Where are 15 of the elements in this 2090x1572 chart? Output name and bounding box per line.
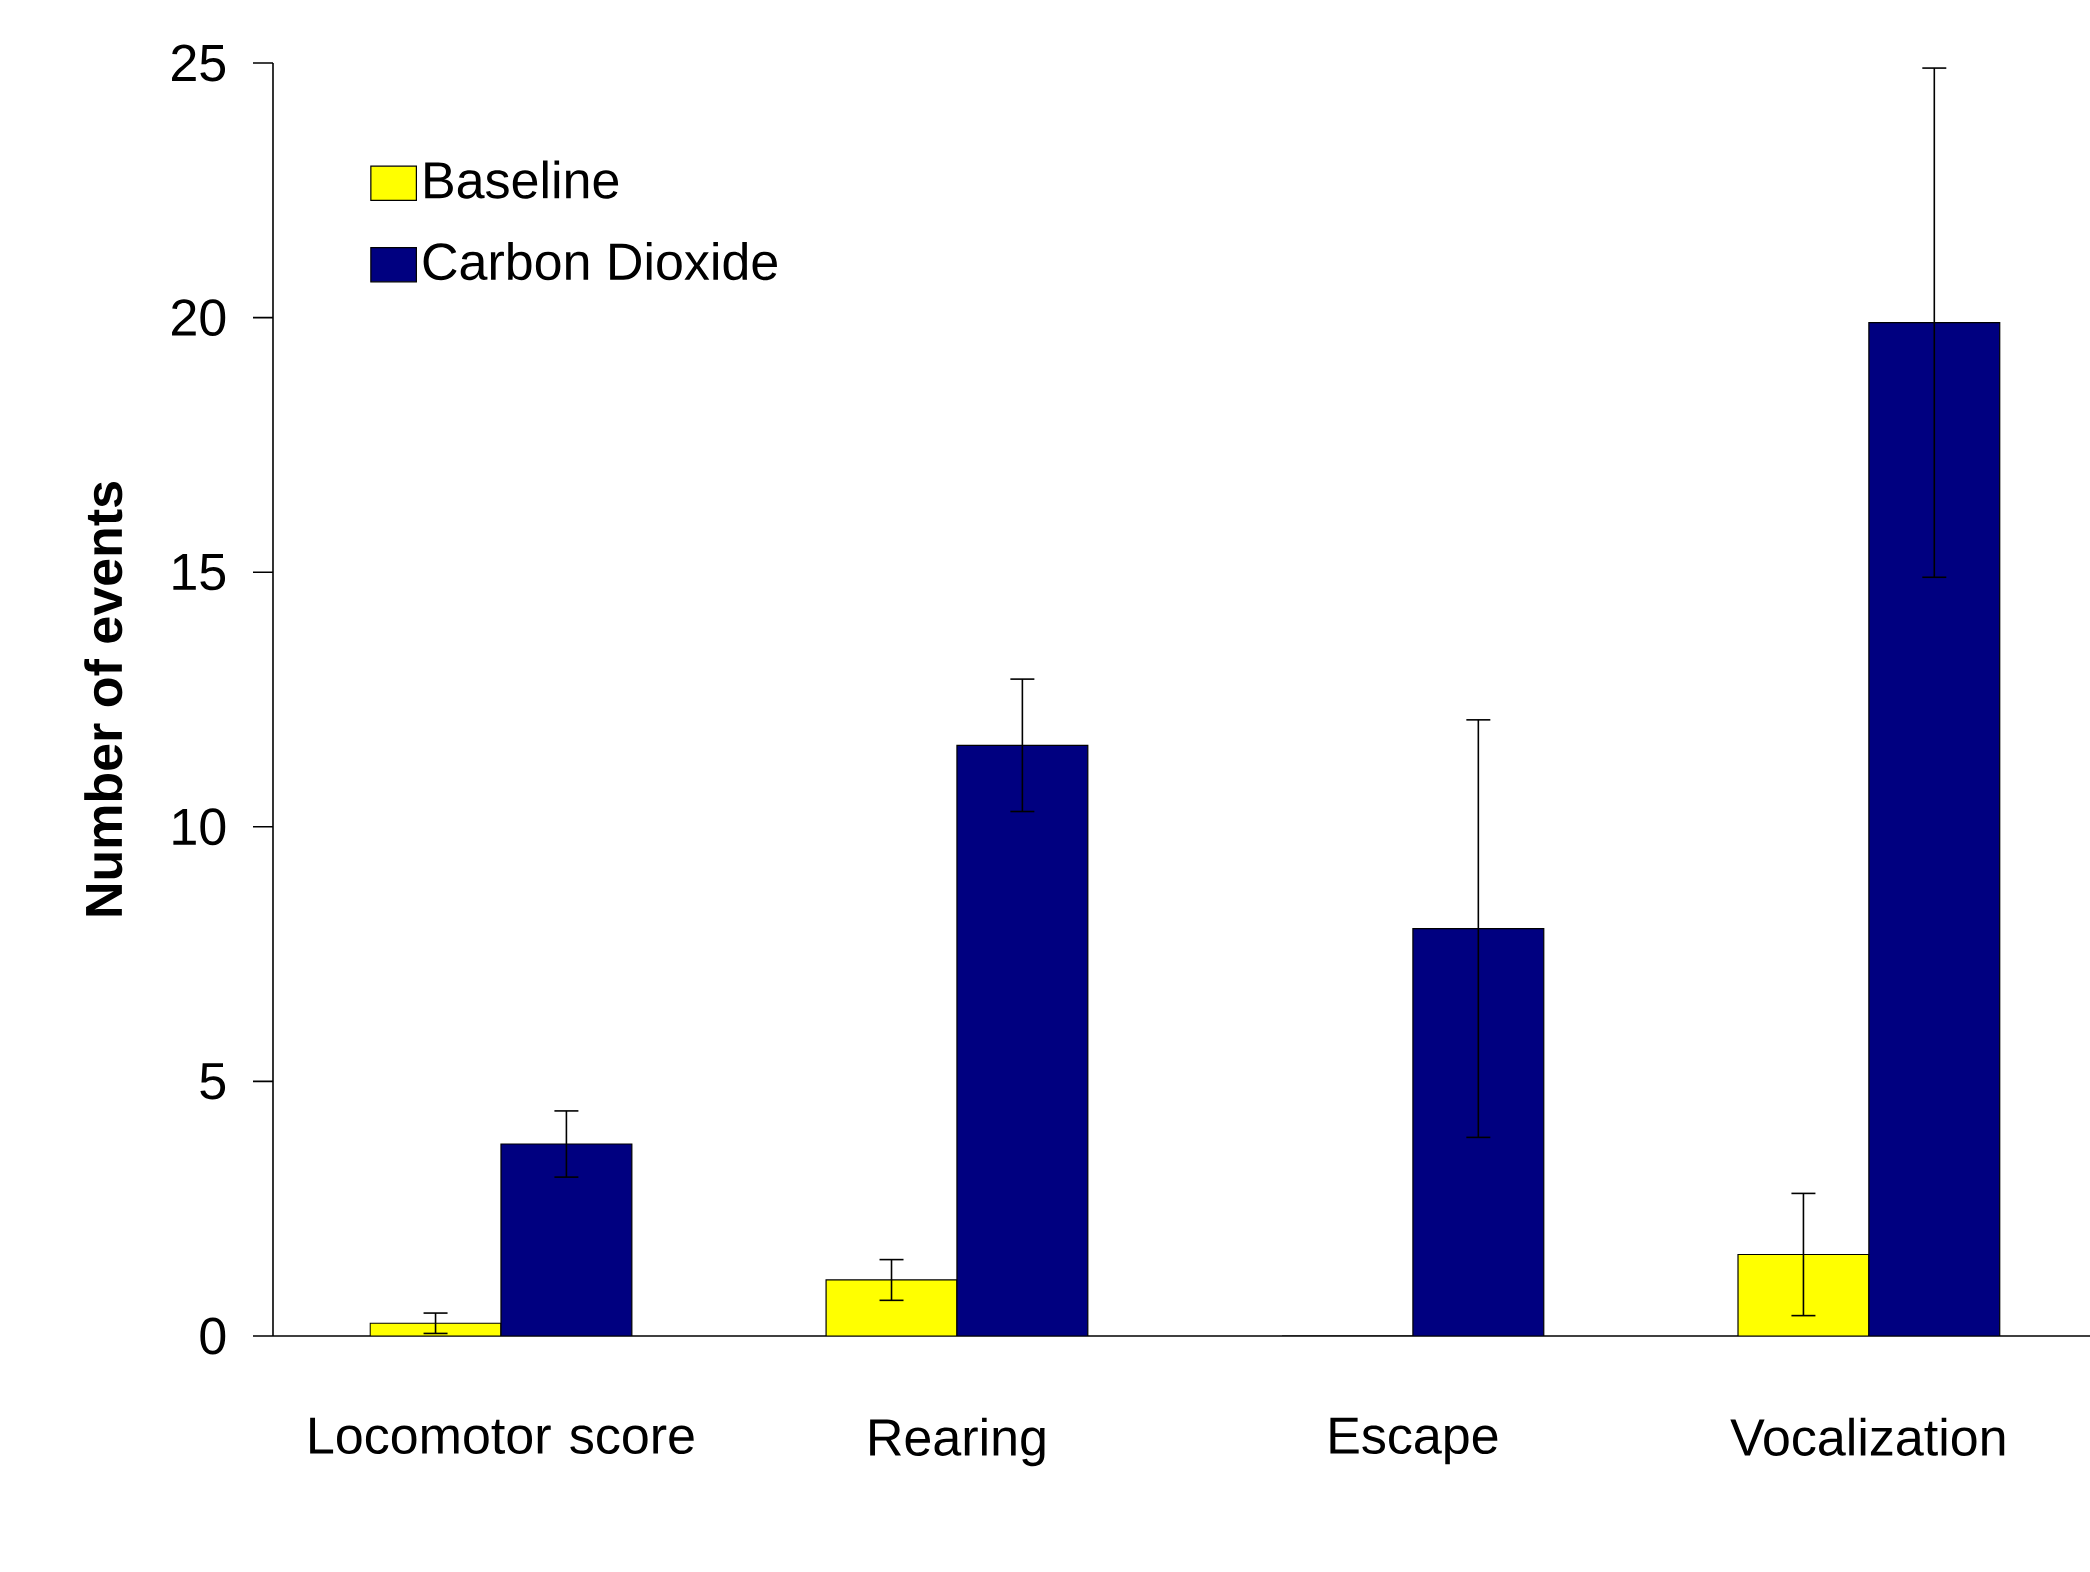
bar (1737, 1253, 1870, 1336)
x-tick-label: Locomotor score (310, 1417, 694, 1454)
y-tick-label: 0 (200, 1317, 226, 1355)
y-tick-label: 15 (173, 554, 226, 591)
legend-label: Carbon Dioxide (423, 241, 777, 281)
y-tick-label: 5 (200, 1063, 226, 1100)
y-tick-label: 25 (172, 44, 226, 82)
x-tick-label: Rearing (870, 1417, 1045, 1467)
y-axis-title: Number of events (84, 482, 123, 916)
legend-label: Baseline (425, 160, 619, 199)
bar (825, 1279, 958, 1336)
y-tick-label: 20 (172, 299, 226, 336)
x-tick-label: Escape (1330, 1417, 1498, 1465)
y-tick-label: 10 (173, 808, 226, 846)
x-tick-label: Vocalization (1730, 1417, 2005, 1456)
